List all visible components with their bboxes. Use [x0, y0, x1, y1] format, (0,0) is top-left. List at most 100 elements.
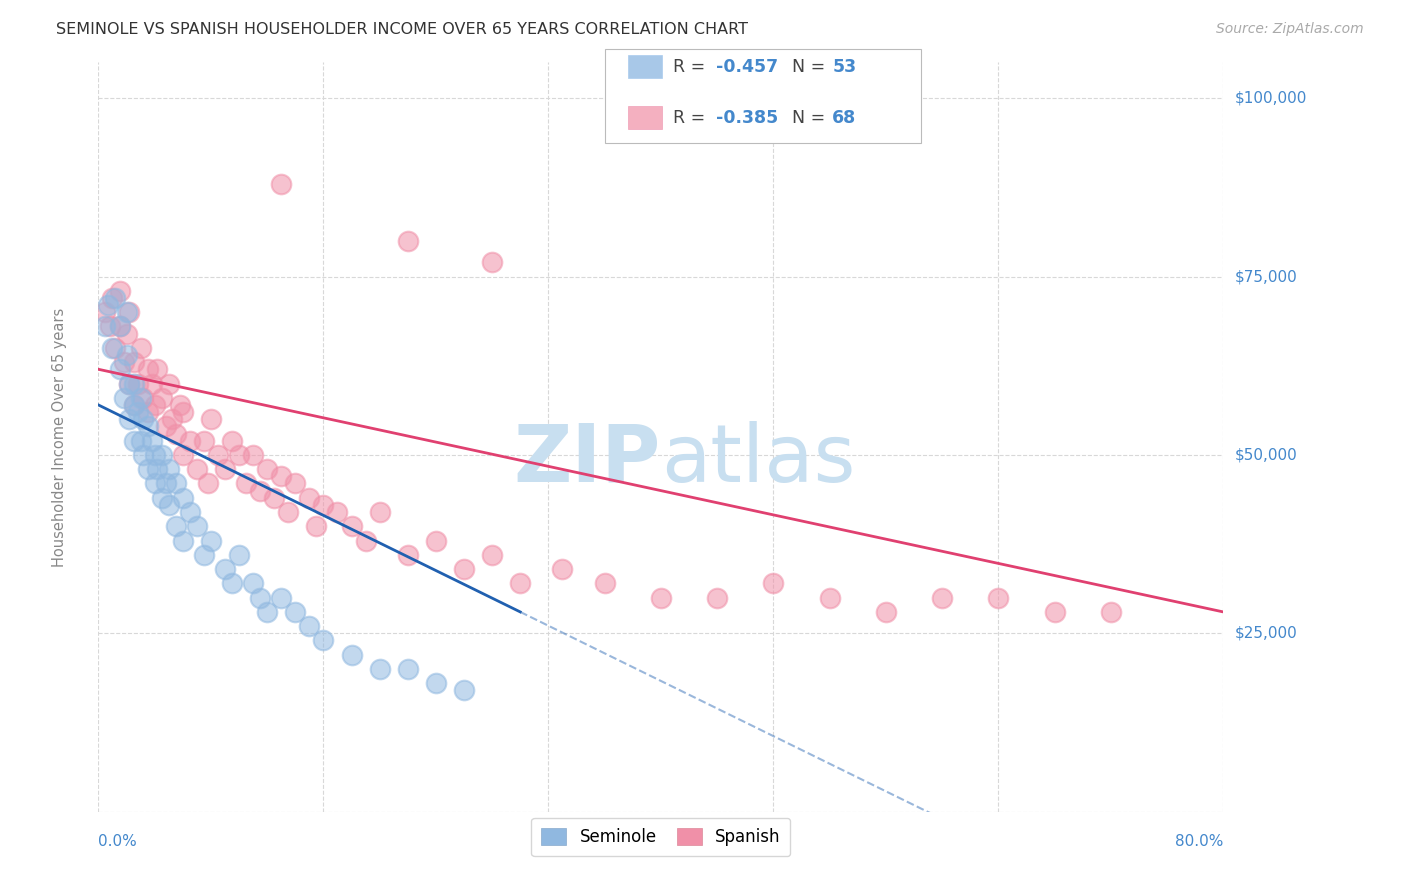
Point — [305, 519, 328, 533]
Point — [165, 426, 187, 441]
Text: N =: N = — [792, 109, 831, 127]
Point — [312, 633, 335, 648]
Point — [340, 519, 363, 533]
Point — [104, 291, 127, 305]
Point — [150, 391, 173, 405]
Text: $75,000: $75,000 — [1234, 269, 1298, 284]
Point — [326, 505, 349, 519]
Point — [112, 391, 135, 405]
Point — [132, 391, 155, 405]
Legend: Seminole, Spanish: Seminole, Spanish — [531, 818, 790, 855]
Point — [354, 533, 377, 548]
Point — [108, 362, 131, 376]
Point — [122, 355, 145, 369]
Text: -0.385: -0.385 — [716, 109, 778, 127]
Point — [122, 398, 145, 412]
Point — [112, 355, 135, 369]
Point — [931, 591, 953, 605]
Point — [155, 419, 177, 434]
Point — [221, 576, 243, 591]
Point — [172, 533, 194, 548]
Point — [122, 398, 145, 412]
Point — [186, 519, 208, 533]
Point — [129, 341, 152, 355]
Text: Source: ZipAtlas.com: Source: ZipAtlas.com — [1216, 22, 1364, 37]
Point — [1043, 605, 1066, 619]
Text: atlas: atlas — [661, 420, 855, 499]
Point — [118, 376, 141, 391]
Point — [115, 348, 138, 362]
Point — [277, 505, 299, 519]
Point — [228, 448, 250, 462]
Point — [875, 605, 897, 619]
Text: 53: 53 — [832, 58, 856, 76]
Text: 80.0%: 80.0% — [1175, 834, 1223, 849]
Point — [214, 462, 236, 476]
Text: N =: N = — [792, 58, 831, 76]
Point — [551, 562, 574, 576]
Point — [157, 462, 180, 476]
Text: $100,000: $100,000 — [1234, 91, 1306, 105]
Point — [235, 476, 257, 491]
Point — [127, 405, 149, 419]
Point — [1099, 605, 1122, 619]
Point — [169, 398, 191, 412]
Point — [242, 448, 264, 462]
Text: $50,000: $50,000 — [1234, 448, 1298, 462]
Point — [172, 405, 194, 419]
Point — [157, 376, 180, 391]
Text: $25,000: $25,000 — [1234, 626, 1298, 640]
Point — [593, 576, 616, 591]
Point — [132, 412, 155, 426]
Point — [987, 591, 1010, 605]
Point — [396, 234, 419, 248]
Point — [200, 412, 222, 426]
Point — [179, 505, 201, 519]
Point — [143, 398, 166, 412]
Point — [340, 648, 363, 662]
Point — [207, 448, 229, 462]
Point — [94, 319, 117, 334]
Point — [101, 341, 124, 355]
Point — [228, 548, 250, 562]
Point — [221, 434, 243, 448]
Point — [129, 434, 152, 448]
Point — [122, 376, 145, 391]
Point — [97, 298, 120, 312]
Point — [298, 619, 321, 633]
Point — [150, 491, 173, 505]
Point — [118, 376, 141, 391]
Point — [706, 591, 728, 605]
Point — [249, 483, 271, 498]
Point — [108, 319, 131, 334]
Text: Householder Income Over 65 years: Householder Income Over 65 years — [52, 308, 66, 566]
Point — [453, 683, 475, 698]
Point — [146, 362, 169, 376]
Point — [115, 326, 138, 341]
Point — [141, 376, 163, 391]
Point — [214, 562, 236, 576]
Point — [284, 476, 307, 491]
Point — [270, 469, 292, 483]
Point — [165, 519, 187, 533]
Point — [160, 412, 183, 426]
Point — [249, 591, 271, 605]
Text: R =: R = — [673, 58, 711, 76]
Point — [150, 448, 173, 462]
Text: 0.0%: 0.0% — [98, 834, 138, 849]
Point — [118, 412, 141, 426]
Point — [298, 491, 321, 505]
Point — [141, 434, 163, 448]
Point — [94, 305, 117, 319]
Point — [200, 533, 222, 548]
Point — [127, 376, 149, 391]
Point — [157, 498, 180, 512]
Point — [186, 462, 208, 476]
Point — [165, 476, 187, 491]
Point — [129, 391, 152, 405]
Point — [136, 362, 159, 376]
Point — [143, 476, 166, 491]
Point — [650, 591, 672, 605]
Point — [425, 533, 447, 548]
Point — [762, 576, 785, 591]
